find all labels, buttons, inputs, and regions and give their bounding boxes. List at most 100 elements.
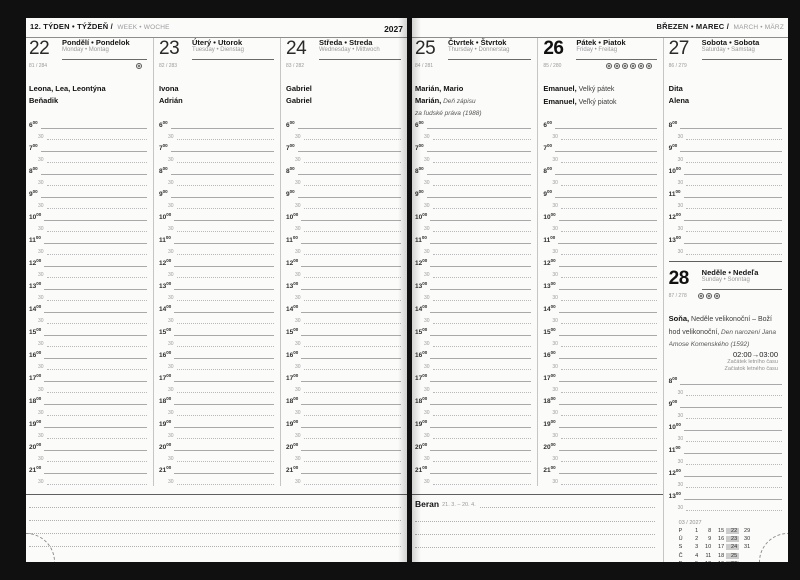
hour-label: 1700 xyxy=(29,372,44,382)
hour-row: 1000 xyxy=(543,210,657,222)
half-hour-label: 30 xyxy=(552,203,558,209)
half-hour-line xyxy=(176,162,274,163)
half-hour-label: 30 xyxy=(38,364,44,370)
half-hour-label: 30 xyxy=(295,387,301,393)
half-hour-label: 30 xyxy=(424,318,430,324)
hour-line xyxy=(558,380,657,382)
half-hour-line xyxy=(46,392,147,393)
half-hour-row: 30 xyxy=(29,268,147,280)
half-hour-line xyxy=(46,323,147,324)
half-hour-row: 30 xyxy=(286,199,401,211)
half-hour-row: 30 xyxy=(159,222,274,234)
half-hour-label: 30 xyxy=(424,157,430,163)
mini-calendar-date: 30 xyxy=(744,536,751,543)
hour-row: 1200 xyxy=(669,466,782,478)
hour-row: 600 xyxy=(286,118,401,130)
mini-calendar-date: 22 xyxy=(725,528,739,535)
half-hour-label: 30 xyxy=(295,157,301,163)
half-hour-line xyxy=(432,231,532,232)
name-day-text: Emanuel, xyxy=(543,96,577,106)
half-hour-line xyxy=(303,323,401,324)
hour-minutes-sup: 00 xyxy=(675,468,681,474)
day-meta-row: 81 / 284 xyxy=(29,60,147,72)
hour-label: 600 xyxy=(415,119,427,129)
half-hour-line xyxy=(432,162,532,163)
half-hour-label: 30 xyxy=(295,479,301,485)
name-day-text: Amose Komenského (1592) xyxy=(668,341,750,348)
half-hour-label: 30 xyxy=(552,249,558,255)
mini-calendar-date: 9 xyxy=(708,536,712,543)
hour-line xyxy=(174,357,274,359)
day-name-intl: Monday • Montag xyxy=(62,47,109,53)
hour-line xyxy=(40,150,147,152)
half-hour-label: 30 xyxy=(295,203,301,209)
hour-minutes-sup: 00 xyxy=(550,258,556,264)
hour-row: 1900 xyxy=(29,417,147,429)
half-hour-row: 30 xyxy=(543,383,657,395)
hour-label: 1200 xyxy=(543,257,558,267)
hour-label: 1100 xyxy=(669,188,684,198)
mini-calendar-date: 4 xyxy=(695,552,699,559)
half-hour-row: 30 xyxy=(29,383,147,395)
half-hour-label: 30 xyxy=(424,410,430,416)
daylight-saving-note-cs: Začátek letního času xyxy=(727,359,778,365)
hour-number: 17 xyxy=(159,375,167,383)
hour-number: 19 xyxy=(415,421,423,429)
hour-number: 21 xyxy=(29,467,37,475)
hour-number: 12 xyxy=(159,260,167,268)
hour-row: 2100 xyxy=(159,463,274,475)
name-day-text: Beňadik xyxy=(29,95,59,105)
hour-row: 600 xyxy=(159,118,274,130)
half-hour-label: 30 xyxy=(38,134,44,140)
half-hour-line xyxy=(432,346,532,347)
half-hour-label: 30 xyxy=(552,295,558,301)
half-hour-label: 30 xyxy=(168,433,174,439)
half-hour-line xyxy=(303,277,401,278)
day-name-intl: Wednesday • Mittwoch xyxy=(319,47,380,53)
half-hour-line xyxy=(303,484,401,485)
hour-row: 1700 xyxy=(286,371,401,383)
hour-grid: 800 30 900 30 1000 30 1100 30 1200 30 1300 30 xyxy=(669,374,782,512)
hour-minutes-sup: 00 xyxy=(292,235,298,241)
half-hour-label: 30 xyxy=(168,134,174,140)
day-header: 25 Čtvrtek • Štvrtok Thursday • Donnerstag… xyxy=(415,38,532,118)
mini-calendar-day-label: S xyxy=(678,544,683,551)
moon-phase-icon xyxy=(645,63,652,69)
hour-label: 1400 xyxy=(543,303,558,313)
day-block-28: 28 Neděle • Nedeľa Sunday • Sonntag 87 / 27… xyxy=(669,268,782,348)
half-hour-label: 30 xyxy=(38,249,44,255)
hour-minutes-sup: 00 xyxy=(418,120,424,126)
hour-row: 1700 xyxy=(159,371,274,383)
hour-minutes-sup: 00 xyxy=(550,327,556,333)
hour-minutes-sup: 00 xyxy=(162,166,168,172)
hour-line xyxy=(558,472,657,474)
half-hour-line xyxy=(432,139,532,140)
name-day-line: Marián, Mario xyxy=(415,82,531,94)
half-hour-row: 30 xyxy=(415,383,532,395)
half-hour-line xyxy=(176,346,274,347)
half-hour-label: 30 xyxy=(38,226,44,232)
half-hour-row: 30 xyxy=(29,153,147,165)
half-hour-label: 30 xyxy=(168,249,174,255)
hour-number: 16 xyxy=(159,352,167,360)
mini-calendar-date: 19 xyxy=(713,561,726,562)
half-hour-row: 30 xyxy=(159,475,274,487)
name-day-text: Alena xyxy=(668,95,690,105)
hour-label: 1800 xyxy=(159,395,174,405)
hour-minutes-sup: 00 xyxy=(546,189,552,195)
half-hour-label: 30 xyxy=(168,180,174,186)
hour-minutes-sup: 00 xyxy=(166,304,172,310)
half-hour-line xyxy=(432,369,532,370)
hour-minutes-sup: 00 xyxy=(293,419,299,425)
hour-label: 900 xyxy=(286,188,298,198)
hour-row: 1600 xyxy=(543,348,657,360)
half-hour-label: 30 xyxy=(38,180,44,186)
half-hour-line xyxy=(303,300,401,301)
half-hour-row: 30 xyxy=(415,360,532,372)
hour-number: 7 xyxy=(543,145,547,153)
name-day-line: Alena xyxy=(669,94,782,106)
hour-label: 1000 xyxy=(415,211,430,221)
hour-line xyxy=(683,219,782,221)
hour-line xyxy=(426,127,532,129)
hour-minutes-sup: 00 xyxy=(550,304,556,310)
